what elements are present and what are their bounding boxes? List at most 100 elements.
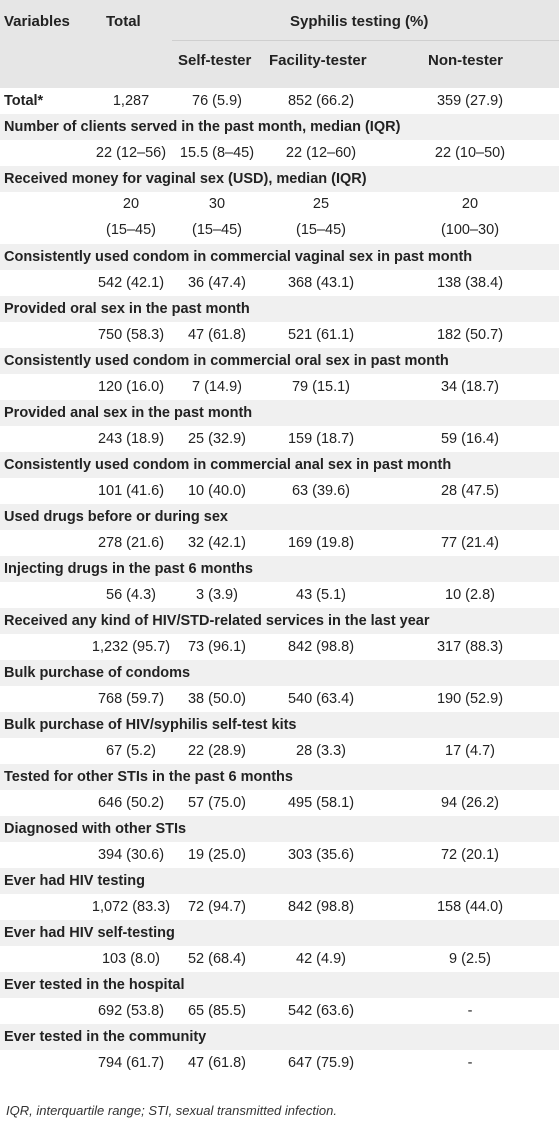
cell-self: 25 (32.9)	[187, 431, 247, 447]
cell-total: 646 (50.2)	[97, 795, 165, 811]
cell-self: 73 (96.1)	[187, 639, 247, 655]
cell-total: 278 (21.6)	[97, 535, 165, 551]
total-row-self: 76 (5.9)	[192, 93, 242, 109]
row-label: Used drugs before or during sex	[4, 509, 228, 525]
table-row-values: 394 (30.6) 19 (25.0) 303 (35.6) 72 (20.1)	[0, 842, 559, 868]
cell-facility: 28 (3.3)	[296, 743, 346, 759]
cell-total: 542 (42.1)	[97, 275, 165, 291]
cell-non: 72 (20.1)	[440, 847, 500, 863]
row-label: Number of clients served in the past mon…	[4, 119, 401, 135]
total-row-non: 359 (27.9)	[436, 93, 504, 109]
cell-facility: 842 (98.8)	[287, 899, 355, 915]
row-label: Provided anal sex in the past month	[4, 405, 253, 421]
row-label: Ever tested in the hospital	[4, 977, 185, 993]
cell-non: 317 (88.3)	[436, 639, 504, 655]
table-row-values: 750 (58.3) 47 (61.8) 521 (61.1) 182 (50.7)	[0, 322, 559, 348]
table-row-values: 103 (8.0) 52 (68.4) 42 (4.9) 9 (2.5)	[0, 946, 559, 972]
cell-self-median: 30	[208, 196, 226, 212]
table-row-label: Tested for other STIs in the past 6 mont…	[0, 764, 559, 790]
cell-total-iqr: (15–45)	[106, 222, 156, 238]
table-header: Variables Total Syphilis testing (%) Sel…	[0, 0, 559, 88]
table-row-values: 692 (53.8) 65 (85.5) 542 (63.6) -	[0, 998, 559, 1024]
row-label: Bulk purchase of condoms	[4, 665, 191, 681]
cell-facility-median: 25	[312, 196, 330, 212]
table-row-label: Consistently used condom in commercial a…	[0, 452, 559, 478]
cell-self: 10 (40.0)	[187, 483, 247, 499]
table-row-values: 243 (18.9) 25 (32.9) 159 (18.7) 59 (16.4)	[0, 426, 559, 452]
cell-total: 243 (18.9)	[97, 431, 165, 447]
row-label: Ever had HIV testing	[4, 873, 146, 889]
table-row-values: 56 (4.3) 3 (3.9) 43 (5.1) 10 (2.8)	[0, 582, 559, 608]
table-row-label: Ever tested in the community	[0, 1024, 559, 1050]
total-row-total: 1,287	[112, 93, 150, 109]
cell-non: 10 (2.8)	[445, 587, 495, 603]
table-row-label: Ever had HIV testing	[0, 868, 559, 894]
cell-total: 692 (53.8)	[97, 1003, 165, 1019]
table-row-label: Total* 1,287 76 (5.9) 852 (66.2) 359 (27.9)	[0, 88, 559, 114]
header-variables: Variables	[4, 13, 70, 30]
cell-facility: 22 (12–60)	[285, 145, 357, 161]
row-label: Diagnosed with other STIs	[4, 821, 187, 837]
cell-non: -	[467, 1003, 473, 1019]
cell-self: 3 (3.9)	[196, 587, 238, 603]
cell-facility: 368 (43.1)	[287, 275, 355, 291]
cell-self: 52 (68.4)	[187, 951, 247, 967]
cell-non-iqr: (100–30)	[440, 222, 500, 238]
cell-self: 47 (61.8)	[187, 1055, 247, 1071]
table-row-label: Consistently used condom in commercial v…	[0, 244, 559, 270]
table-row-label: Bulk purchase of HIV/syphilis self-test …	[0, 712, 559, 738]
cell-total: 394 (30.6)	[97, 847, 165, 863]
cell-non: 22 (10–50)	[434, 145, 506, 161]
cell-total: 1,072 (83.3)	[91, 899, 171, 915]
cell-facility: 842 (98.8)	[287, 639, 355, 655]
cell-total: 120 (16.0)	[97, 379, 165, 395]
cell-self: 15.5 (8–45)	[179, 145, 255, 161]
table-row-label: Bulk purchase of condoms	[0, 660, 559, 686]
table-row-label: Received any kind of HIV/STD-related ser…	[0, 608, 559, 634]
row-label: Consistently used condom in commercial a…	[4, 457, 452, 473]
cell-facility: 303 (35.6)	[287, 847, 355, 863]
cell-facility: 495 (58.1)	[287, 795, 355, 811]
cell-non: 77 (21.4)	[440, 535, 500, 551]
cell-non: 94 (26.2)	[440, 795, 500, 811]
table-row-label: Number of clients served in the past mon…	[0, 114, 559, 140]
cell-non: 59 (16.4)	[440, 431, 500, 447]
table-row-values: 768 (59.7) 38 (50.0) 540 (63.4) 190 (52.9)	[0, 686, 559, 712]
cell-total: 67 (5.2)	[106, 743, 156, 759]
cell-total: 794 (61.7)	[97, 1055, 165, 1071]
cell-non: 28 (47.5)	[440, 483, 500, 499]
table-row-values: 120 (16.0) 7 (14.9) 79 (15.1) 34 (18.7)	[0, 374, 559, 400]
cell-self: 7 (14.9)	[192, 379, 242, 395]
row-label: Consistently used condom in commercial v…	[4, 249, 473, 265]
table-row-values: 278 (21.6) 32 (42.1) 169 (19.8) 77 (21.4)	[0, 530, 559, 556]
table-footnote: IQR, interquartile range; STI, sexual tr…	[6, 1103, 337, 1118]
cell-non-median: 20	[461, 196, 479, 212]
cell-facility: 542 (63.6)	[287, 1003, 355, 1019]
cell-non: 182 (50.7)	[436, 327, 504, 343]
cell-self: 72 (94.7)	[187, 899, 247, 915]
cell-total: 750 (58.3)	[97, 327, 165, 343]
row-label: Total*	[4, 93, 44, 109]
row-label: Consistently used condom in commercial o…	[4, 353, 449, 369]
table-row-label: Ever had HIV self-testing	[0, 920, 559, 946]
row-label: Tested for other STIs in the past 6 mont…	[4, 769, 293, 785]
cell-facility: 63 (39.6)	[291, 483, 351, 499]
cell-self: 57 (75.0)	[187, 795, 247, 811]
table-row-values: 794 (61.7) 47 (61.8) 647 (75.9) -	[0, 1050, 559, 1076]
table-row-values: 101 (41.6) 10 (40.0) 63 (39.6) 28 (47.5)	[0, 478, 559, 504]
table-row-values: 542 (42.1) 36 (47.4) 368 (43.1) 138 (38.4)	[0, 270, 559, 296]
table-row-values: 22 (12–56) 15.5 (8–45) 22 (12–60) 22 (10–50…	[0, 140, 559, 166]
cell-facility: 79 (15.1)	[291, 379, 351, 395]
cell-self: 22 (28.9)	[187, 743, 247, 759]
cell-total: 101 (41.6)	[97, 483, 165, 499]
table-row-values: 67 (5.2) 22 (28.9) 28 (3.3) 17 (4.7)	[0, 738, 559, 764]
header-non-tester: Non-tester	[428, 52, 504, 69]
row-label: Bulk purchase of HIV/syphilis self-test …	[4, 717, 297, 733]
cell-total: 56 (4.3)	[106, 587, 156, 603]
cell-non: 9 (2.5)	[449, 951, 491, 967]
cell-facility: 43 (5.1)	[296, 587, 346, 603]
cell-facility-iqr: (15–45)	[296, 222, 346, 238]
header-syphilis-testing: Syphilis testing (%)	[290, 13, 429, 30]
table-row-values: 1,232 (95.7) 73 (96.1) 842 (98.8) 317 (88.3…	[0, 634, 559, 660]
